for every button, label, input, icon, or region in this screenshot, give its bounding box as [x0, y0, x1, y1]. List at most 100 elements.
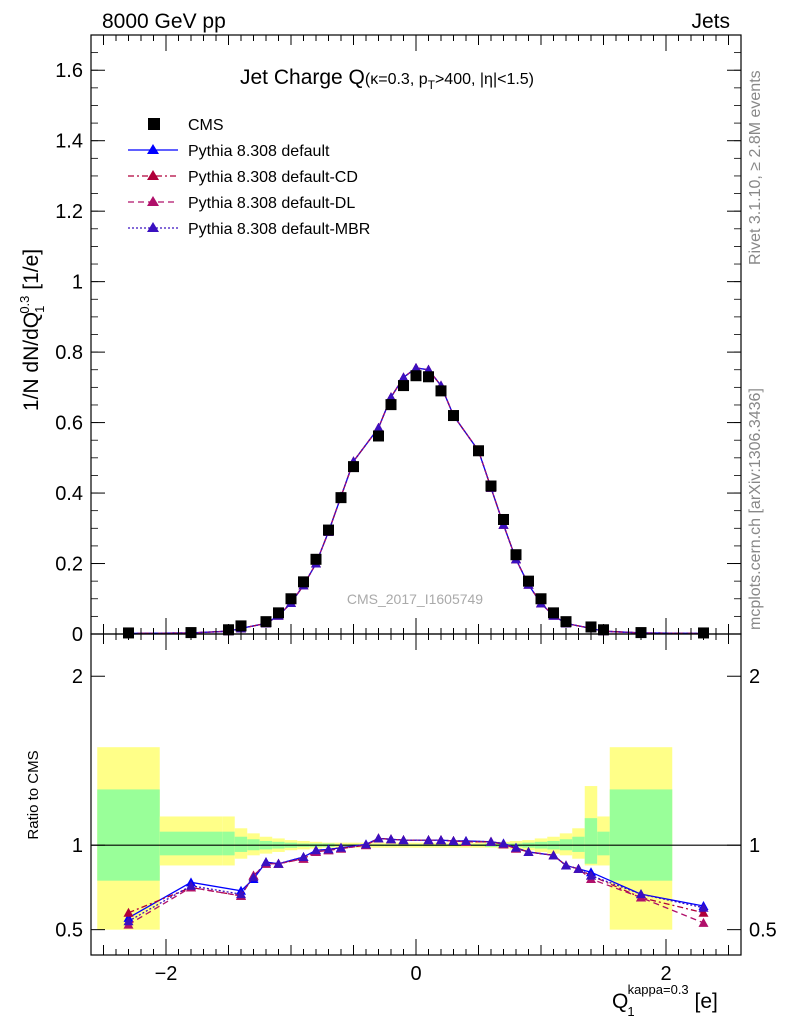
xlabel-sup: kappa=0.3	[628, 982, 689, 997]
main-point-cms	[510, 549, 522, 561]
ratio-point-model-4	[586, 870, 596, 880]
legend-marker-mbr	[147, 222, 159, 232]
ratio-curve-4	[128, 837, 704, 922]
legend-marker-cd	[147, 170, 159, 180]
main-point-cms	[398, 380, 409, 392]
main-point-cms	[485, 480, 497, 492]
main-point-model-4	[373, 422, 384, 432]
plot-title: Jet Charge Q(κ=0.3, pT>400, |η|<1.5)	[240, 66, 534, 92]
ratio-ytick-label: 2	[72, 666, 83, 688]
main-point-cms	[560, 616, 572, 628]
main-ylabel-sub: 1	[32, 306, 47, 313]
ratio-point-model-4	[186, 880, 196, 890]
main-ytick-label: 0	[72, 624, 83, 646]
legend-label-mbr: Pythia 8.308 default-MBR	[188, 221, 370, 238]
main-point-cms	[323, 524, 334, 536]
main-ytick-label: 0.8	[55, 342, 83, 364]
ratio-ytick-label-right: 1	[749, 835, 760, 857]
band-inner	[597, 831, 610, 856]
main-point-cms	[473, 445, 484, 457]
main-point-model-4	[411, 362, 421, 372]
xlabel: Q1 kappa=0.3 [e]	[612, 982, 718, 1019]
ratio-point-model-2	[123, 907, 134, 917]
ratio-point-model-4	[361, 839, 371, 849]
ratio-point-model-4	[436, 835, 446, 845]
title-main: Jet Charge Q	[240, 66, 365, 89]
main-point-cms	[410, 370, 422, 382]
ratio-point-model-4	[573, 863, 584, 873]
main-ytick-label: 0.2	[55, 554, 83, 576]
main-point-cms	[523, 575, 534, 587]
legend-label-cms: CMS	[188, 117, 224, 134]
ratio-point-model-4	[636, 889, 646, 899]
band-inner	[159, 831, 223, 856]
main-point-cms	[448, 410, 459, 422]
main-point-cms	[548, 607, 559, 619]
watermark: CMS_2017_I1605749	[347, 591, 483, 607]
main-point-cms	[535, 593, 547, 605]
ratio-point-model-4	[373, 833, 384, 843]
main-point-cms	[273, 607, 284, 619]
main-ylabel-unit: [1/e]	[20, 249, 43, 296]
legend: CMS Pythia 8.308 default Pythia 8.308 de…	[128, 117, 370, 238]
ratio-point-model-4	[486, 836, 496, 846]
band-inner	[609, 789, 673, 881]
ratio-point-model-4	[236, 889, 246, 899]
ratio-point-model-4	[523, 846, 534, 856]
ratio-point-model-4	[448, 835, 459, 845]
band-inner	[97, 789, 160, 881]
main-ylabel: 1/N dN/dQ10.3 [1/e]	[17, 249, 47, 411]
ratio-ylabel: Ratio to CMS	[25, 750, 42, 839]
title-sub: (κ=0.3, p	[365, 71, 428, 88]
main-ylabel-base: 1/N dN/dQ	[20, 312, 43, 411]
band-inner	[234, 836, 248, 852]
xlabel-sub: 1	[627, 1004, 634, 1019]
main-ytick-label: 0.6	[55, 413, 83, 435]
main-point-cms	[310, 553, 322, 565]
main-point-cms	[298, 576, 309, 588]
legend-marker-dl	[147, 196, 159, 206]
rivet-label: Rivet 3.1.10, ≥ 2.8M events	[747, 70, 764, 265]
main-point-cms	[335, 492, 347, 504]
main-ytick-label: 1.4	[55, 131, 83, 153]
ratio-ytick-label: 0.5	[55, 920, 83, 942]
ratio-point-model-4	[548, 850, 559, 860]
ratio-point-model-4	[248, 872, 259, 882]
ratio-point-model-4	[511, 842, 521, 852]
ratio-uncertainty-bands	[91, 747, 741, 930]
title-sub-rest: >400, |η|<1.5)	[435, 71, 534, 88]
header-left: 8000 GeV pp	[102, 10, 226, 33]
main-point-cms	[385, 399, 397, 411]
main-point-cms	[498, 513, 509, 525]
ratio-point-model-4	[461, 835, 471, 845]
main-point-cms	[373, 430, 384, 442]
title-sub-index: T	[428, 78, 436, 92]
ratio-point-model-4	[336, 842, 346, 852]
main-point-cms	[435, 385, 447, 397]
ratio-point-model-4	[261, 857, 271, 867]
xlabel-unit: [e]	[689, 990, 718, 1013]
ratio-curve-3	[128, 837, 704, 926]
ratio-point-model-4	[311, 845, 321, 855]
ratio-point-model-4	[498, 838, 509, 848]
main-ytick-label: 1.6	[55, 60, 83, 82]
legend-label-default: Pythia 8.308 default	[188, 143, 330, 160]
main-ytick-label: 1.2	[55, 201, 83, 223]
x-tick-label: −2	[155, 963, 178, 985]
main-ytick-label: 0.4	[55, 483, 83, 505]
ratio-point-model-4	[298, 852, 309, 862]
legend-label-cd: Pythia 8.308 default-CD	[188, 169, 358, 186]
main-point-cms	[285, 593, 297, 605]
band-inner	[572, 836, 585, 852]
xlabel-base: Q	[612, 990, 628, 1013]
mcplots-label: mcplots.cern.ch [arXiv:1306.3436]	[747, 388, 764, 630]
ratio-ytick-label-right: 2	[749, 666, 760, 688]
main-point-cms	[235, 620, 247, 632]
x-tick-label: 0	[410, 963, 421, 985]
ratio-ytick-label-right: 0.5	[749, 920, 777, 942]
axis-ticks: 0 0.2 0.4 0.6 0.8 1 1.2 1.4 1.6 0.5 0.5 1 1 2 2 −2 0 2	[55, 34, 777, 985]
legend-marker-cms	[148, 118, 160, 130]
ratio-point-model-4	[423, 835, 434, 845]
main-ytick-label: 1	[72, 272, 83, 294]
